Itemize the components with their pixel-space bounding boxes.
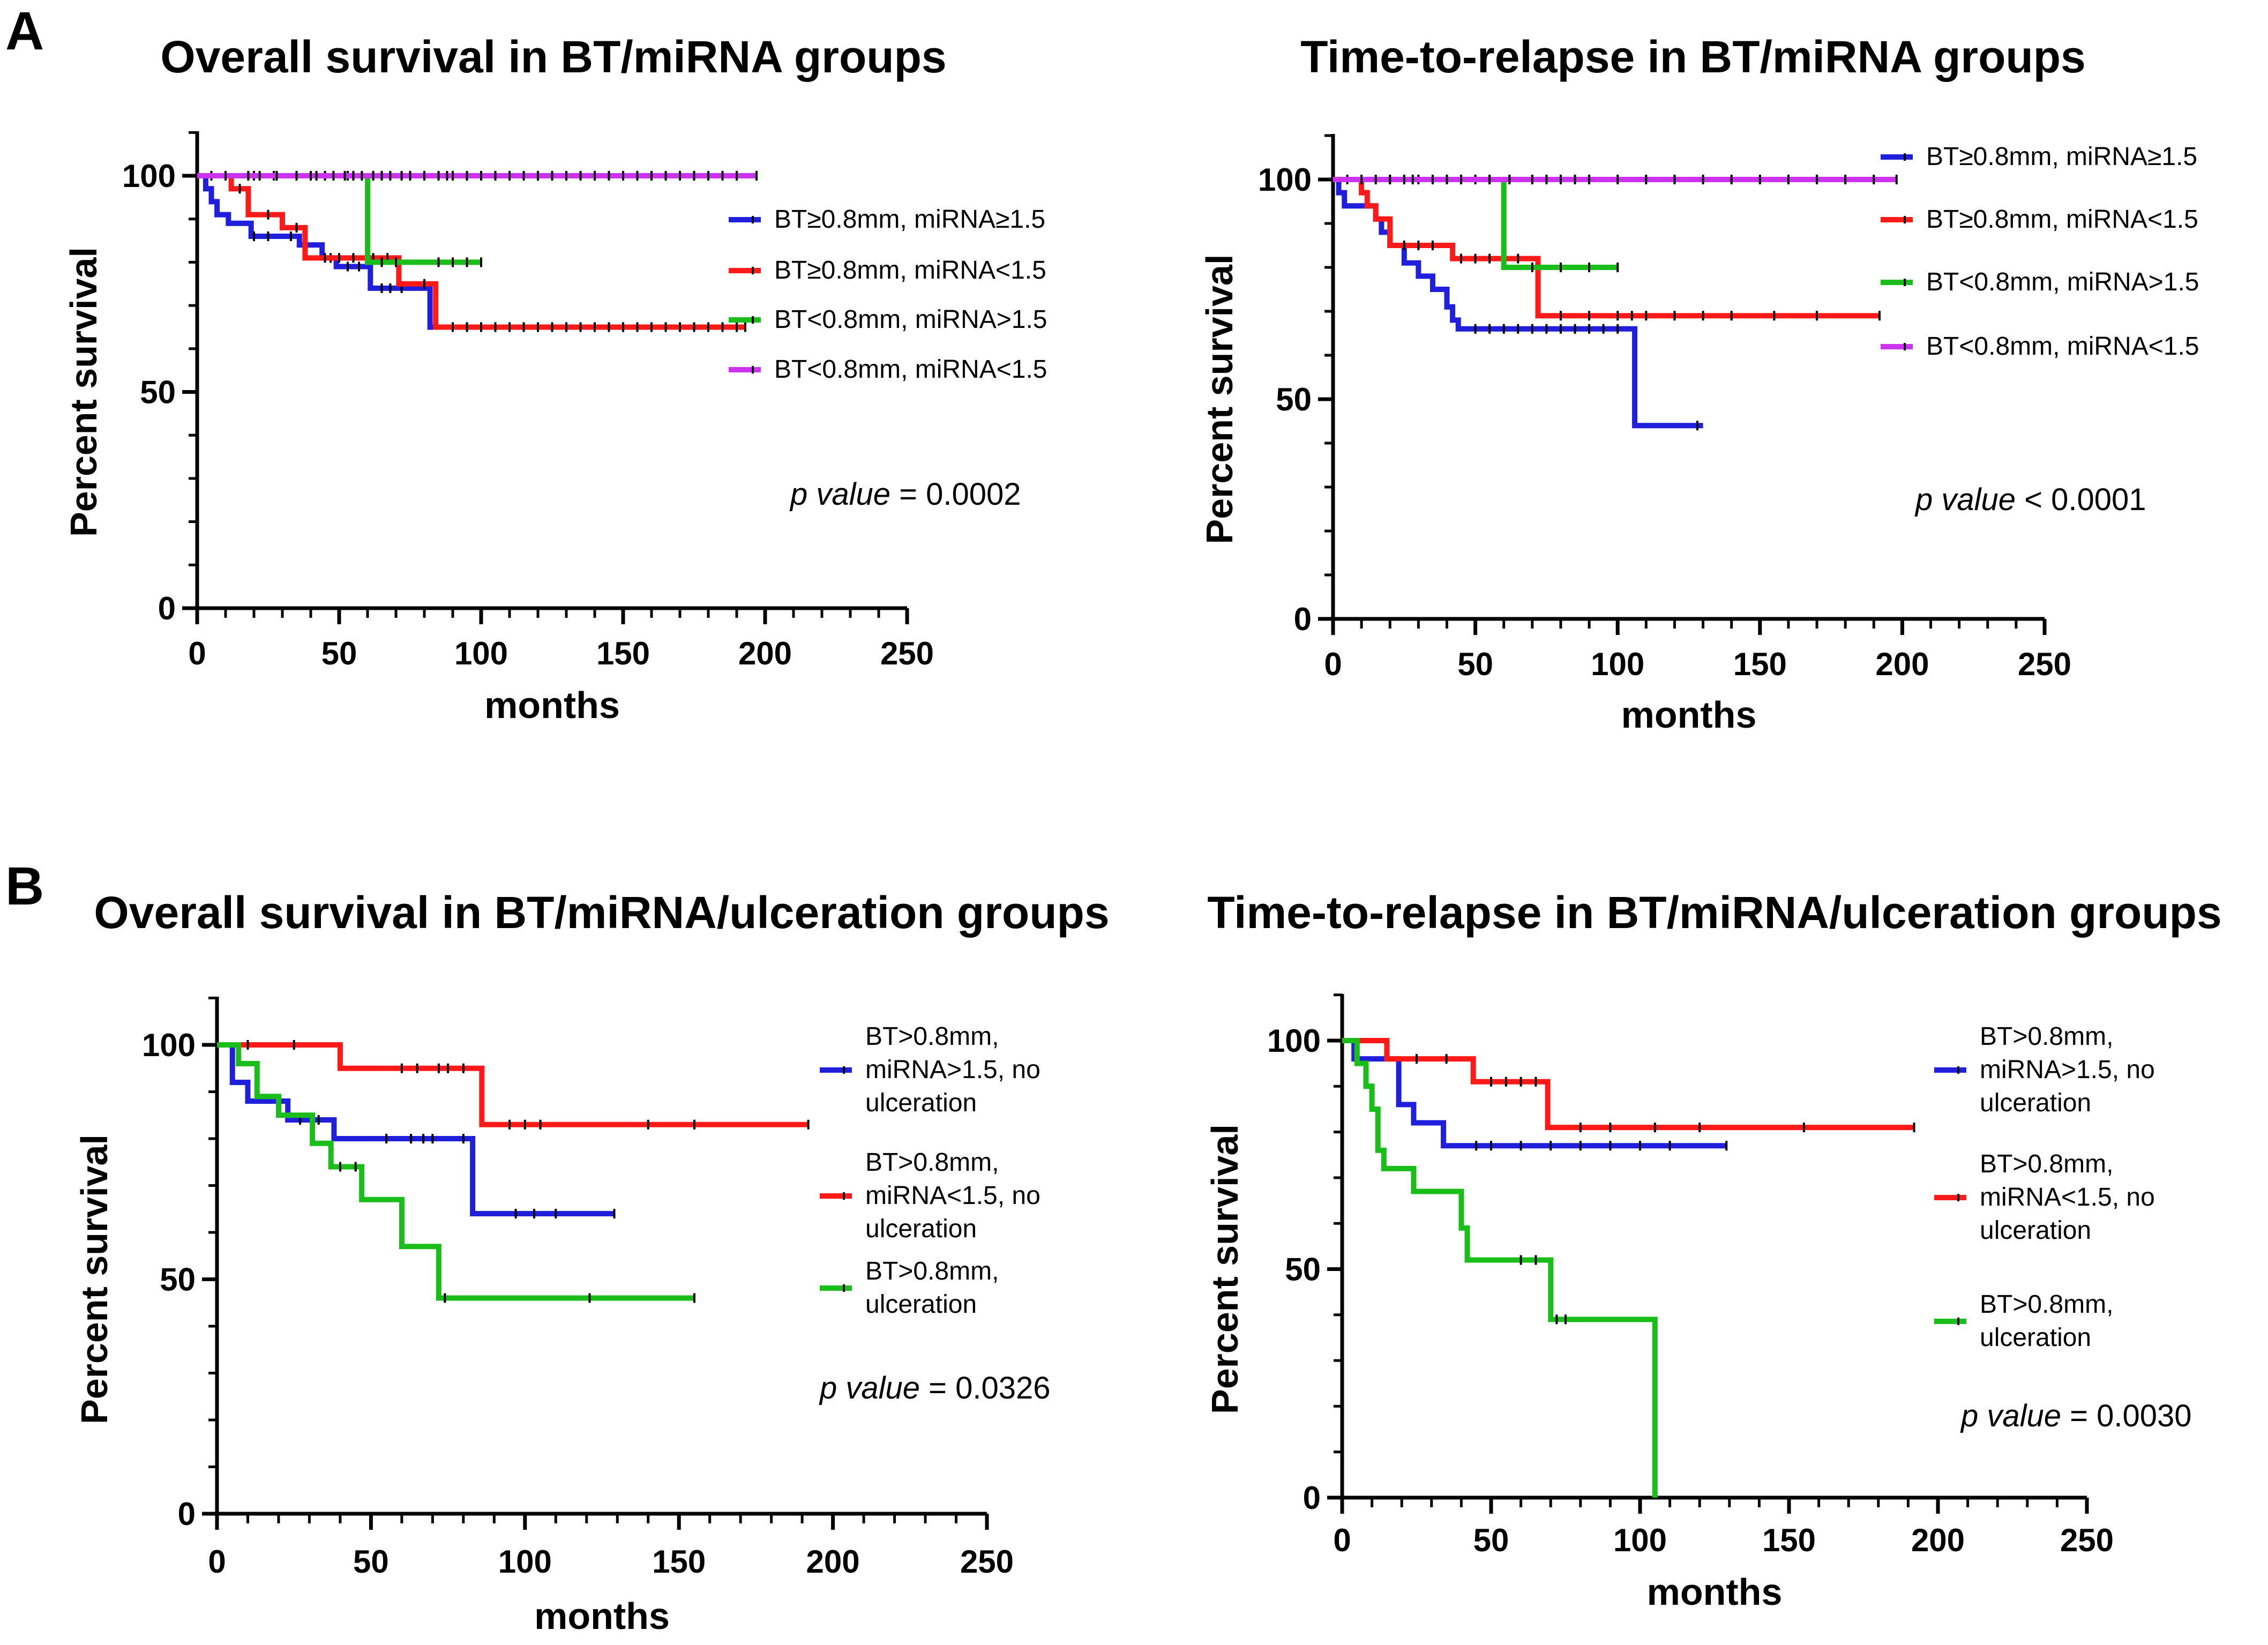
chart-title: Time-to-relapse in BT/miRNA groups	[1300, 32, 2086, 82]
survival-curve	[1333, 177, 1880, 319]
x-tick-label: 0	[188, 635, 206, 671]
y-axis-label: Percent survival	[73, 1134, 115, 1424]
x-tick-label: 50	[1473, 1522, 1509, 1558]
survival-curve	[217, 1042, 615, 1216]
legend-label: BT>0.8mm, miRNA<1.5, no ulceration	[1980, 1150, 2155, 1245]
x-tick-label: 250	[960, 1544, 1014, 1580]
x-tick-label: 0	[1324, 646, 1342, 682]
series-bt-0-8mm-mirna-1-5	[1333, 175, 1898, 184]
legend-label: BT≥0.8mm, miRNA≥1.5	[1926, 143, 2197, 171]
chart-time-to-relapse-bt-mirna-ulceration: Time-to-relapse in BT/miRNA/ulceration g…	[1204, 887, 2222, 1613]
legend-label: BT≥0.8mm, miRNA≥1.5	[774, 205, 1045, 234]
survival-curve	[1342, 1038, 1658, 1498]
series-bt-0-8mm-mirna-1-5	[197, 171, 746, 332]
y-tick-label: 100	[122, 158, 176, 194]
x-tick-label: 0	[208, 1544, 226, 1580]
x-tick-label: 150	[596, 635, 650, 671]
x-tick-label: 100	[454, 635, 508, 671]
x-tick-label: 100	[498, 1544, 552, 1580]
x-tick-label: 150	[1733, 646, 1787, 682]
x-tick-label: 100	[1613, 1522, 1667, 1558]
legend-label: BT>0.8mm, miRNA<1.5, no ulceration	[865, 1148, 1041, 1243]
survival-curve	[217, 1042, 694, 1301]
x-tick-label: 150	[1762, 1522, 1816, 1558]
chart-title: Overall survival in BT/miRNA/ulceration …	[94, 887, 1109, 938]
legend-label: BT<0.8mm, miRNA>1.5	[1926, 268, 2199, 296]
y-axis-label: Percent survival	[1204, 1124, 1246, 1414]
x-tick-label: 150	[652, 1544, 706, 1580]
x-tick-label: 50	[321, 635, 357, 671]
series-bt-0-8mm-mirna-1-5	[197, 171, 758, 181]
x-tick-label: 50	[353, 1544, 389, 1580]
x-tick-label: 50	[1457, 646, 1493, 682]
series-bt-0-8mm-mirna-1-5	[197, 173, 639, 332]
y-tick-label: 0	[1294, 601, 1312, 637]
y-tick-label: 50	[1276, 382, 1312, 417]
p-value-annotation: p value = 0.0002	[789, 477, 1021, 512]
series-bt-0-8mm-mirna-1-5	[1333, 175, 1881, 321]
x-tick-label: 250	[2018, 646, 2071, 682]
panel-label-b: B	[5, 856, 44, 916]
y-tick-label: 50	[1285, 1252, 1321, 1288]
y-tick-label: 0	[178, 1496, 196, 1532]
series-bt-0-8mm-mirna-1-5-no-ulceration	[217, 1040, 810, 1130]
y-tick-label: 50	[160, 1262, 196, 1298]
legend-label: BT≥0.8mm, miRNA<1.5	[774, 256, 1046, 285]
p-value-annotation: p value < 0.0001	[1914, 482, 2146, 517]
x-tick-label: 250	[880, 635, 934, 671]
y-tick-label: 100	[1267, 1023, 1321, 1059]
series-bt-0-8mm-mirna-1-5-no-ulceration	[1342, 1038, 1728, 1151]
survival-curve	[197, 173, 745, 330]
x-axis-label: months	[1647, 1571, 1783, 1613]
y-tick-label: 0	[158, 590, 176, 626]
series-bt-0-8mm-mirna-1-5	[1333, 177, 1703, 431]
chart-overall-survival-bt-mirna-ulceration: Overall survival in BT/miRNA/ulceration …	[73, 887, 1110, 1637]
series-bt-0-8mm-ulceration	[1342, 1038, 1658, 1498]
series-bt-0-8mm-mirna-1-5-no-ulceration	[1342, 1038, 1915, 1133]
chart-overall-survival-bt-mirna: Overall survival in BT/miRNA groups 0 50 10…	[63, 32, 1047, 726]
y-tick-label: 100	[1258, 162, 1312, 198]
x-axis-label: months	[1621, 694, 1757, 736]
legend-label: BT<0.8mm, miRNA<1.5	[1926, 332, 2199, 361]
x-tick-label: 0	[1333, 1522, 1351, 1558]
x-axis-label: months	[484, 684, 620, 726]
chart-title: Time-to-relapse in BT/miRNA/ulceration g…	[1207, 887, 2221, 938]
y-tick-label: 0	[1303, 1480, 1321, 1516]
chart-time-to-relapse-bt-mirna: Time-to-relapse in BT/miRNA groups 0 50 100…	[1199, 32, 2199, 736]
x-tick-label: 250	[2060, 1522, 2114, 1558]
legend-label: BT<0.8mm, miRNA<1.5	[774, 355, 1047, 384]
series-bt-0-8mm-mirna-1-5-no-ulceration	[217, 1042, 616, 1218]
y-axis-label: Percent survival	[1199, 255, 1240, 544]
survival-curve	[1342, 1038, 1914, 1131]
panel-label-a: A	[5, 1, 44, 61]
legend-label: BT>0.8mm, ulceration	[865, 1257, 999, 1319]
legend-label: BT<0.8mm, miRNA>1.5	[774, 305, 1047, 334]
p-value-annotation: p value = 0.0030	[1960, 1399, 2192, 1433]
y-tick-label: 100	[142, 1027, 196, 1063]
chart-title: Overall survival in BT/miRNA groups	[160, 32, 946, 82]
y-axis-label: Percent survival	[63, 247, 104, 537]
legend-label: BT>0.8mm, miRNA>1.5, no ulceration	[865, 1022, 1041, 1117]
x-tick-label: 200	[1911, 1522, 1965, 1558]
series-bt-0-8mm-ulceration	[217, 1042, 695, 1303]
legend-label: BT>0.8mm, miRNA>1.5, no ulceration	[1980, 1022, 2155, 1117]
x-tick-label: 200	[738, 635, 792, 671]
x-tick-label: 200	[806, 1544, 860, 1580]
survival-curve	[217, 1042, 809, 1127]
x-tick-label: 100	[1591, 646, 1644, 682]
survival-curve	[197, 173, 638, 330]
legend-label: BT>0.8mm, ulceration	[1980, 1290, 2113, 1352]
survival-curve	[1333, 177, 1703, 429]
p-value-annotation: p value = 0.0326	[819, 1371, 1051, 1405]
y-tick-label: 50	[140, 375, 176, 410]
x-axis-label: months	[534, 1595, 670, 1637]
x-tick-label: 200	[1875, 646, 1929, 682]
legend-label: BT≥0.8mm, miRNA<1.5	[1926, 205, 2198, 234]
survival-curve	[1342, 1038, 1727, 1149]
